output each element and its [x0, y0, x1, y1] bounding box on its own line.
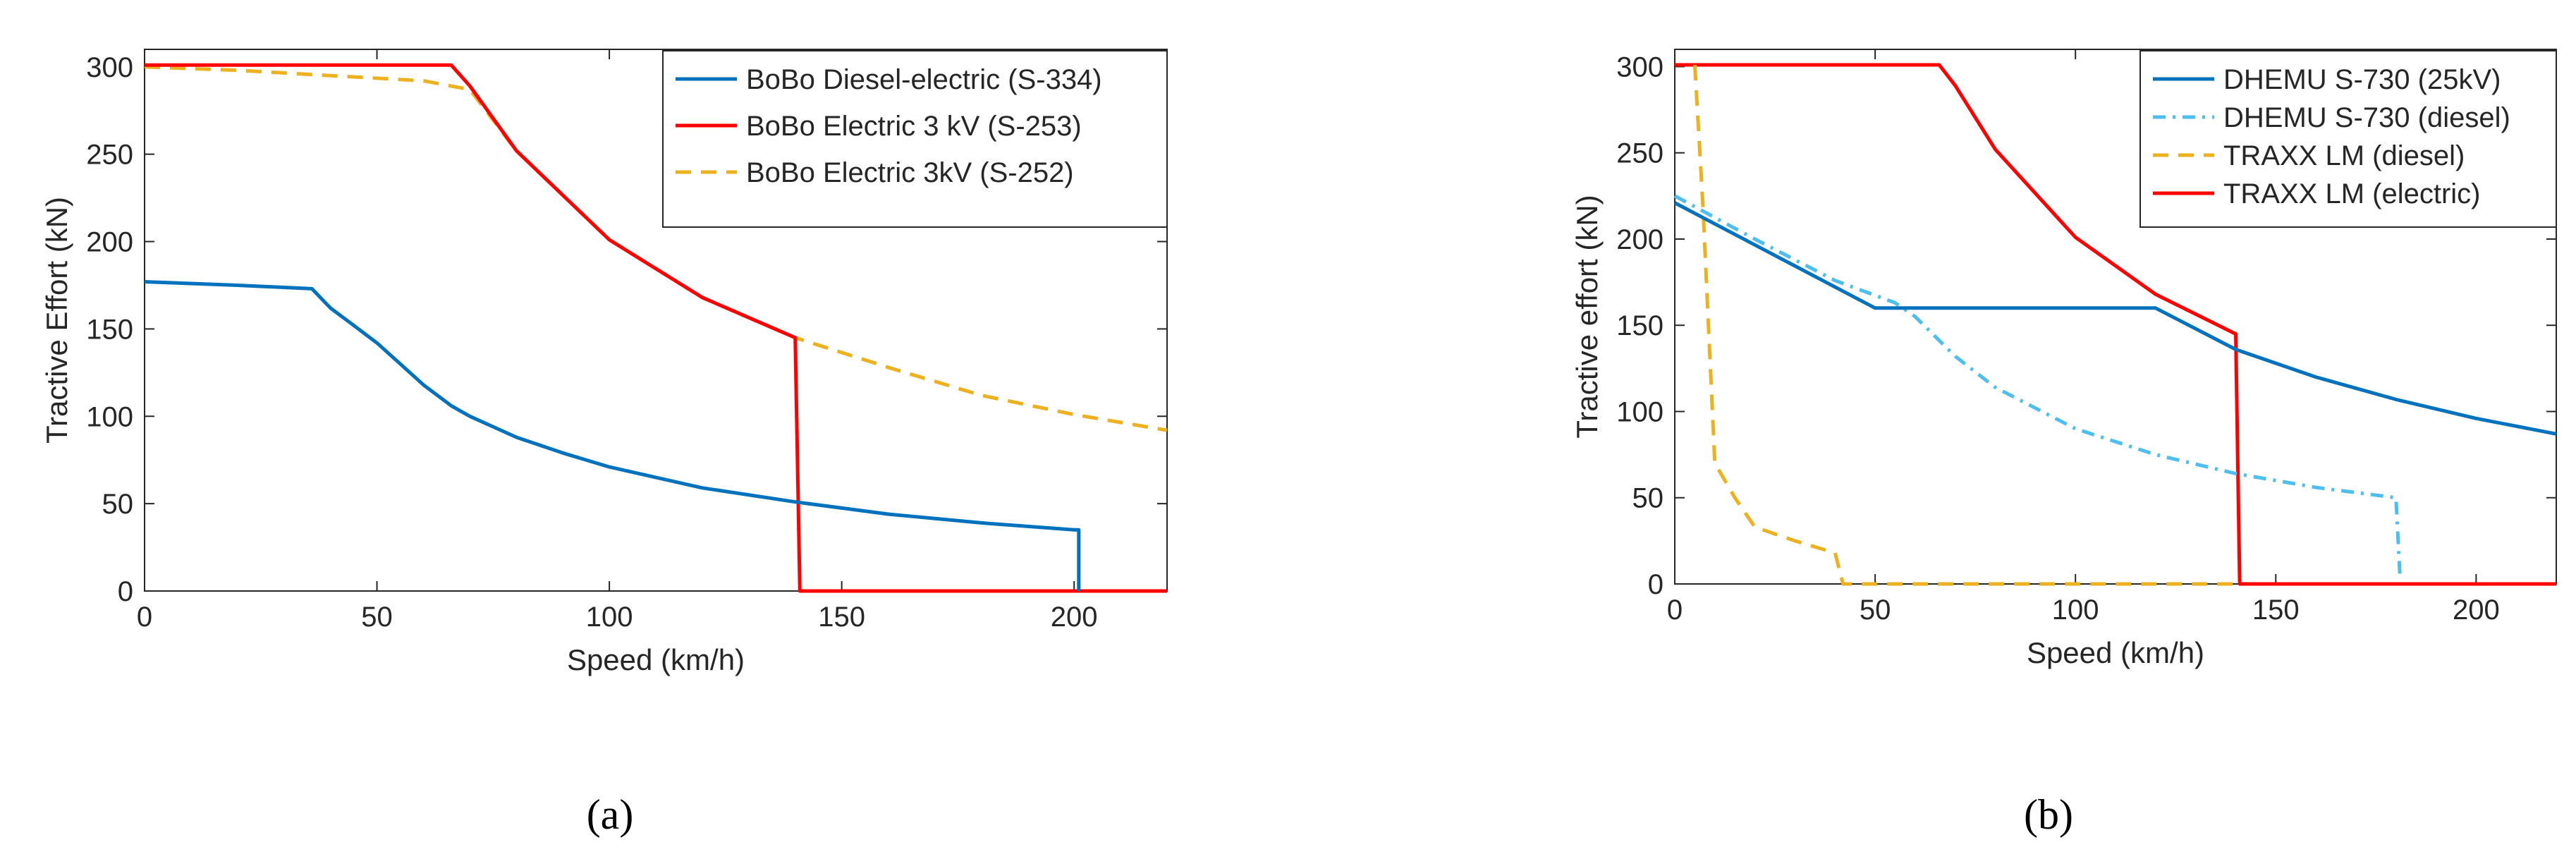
y-tick-label: 50: [1632, 483, 1664, 514]
y-tick-label: 200: [86, 227, 133, 258]
legend-a: BoBo Diesel-electric (S-334) BoBo Electri…: [662, 50, 1168, 228]
legend-label-dhemu-s-730-diesel: DHEMU S-730 (diesel): [2223, 102, 2510, 133]
legend-box: [662, 50, 1168, 228]
y-tick-label: 0: [118, 576, 133, 607]
series-group-a: [144, 63, 1168, 593]
legend-label-dhemu-s-730-25kv: DHEMU S-730 (25kV): [2223, 64, 2501, 95]
series-group-b: [1673, 63, 2557, 586]
y-tick-label: 300: [1616, 51, 1664, 83]
legend-b: DHEMU S-730 (25kV) DHEMU S-730 (diesel) TR…: [2139, 50, 2557, 228]
legend-label-bobo-electric-3kv-s-252: BoBo Electric 3kV (S-252): [746, 157, 1074, 188]
series-line-bobo-electric-3kv-s-252: [144, 65, 1168, 432]
series-line-bobo-electric-3-kv-s-253: [145, 63, 1167, 593]
y-tick-label: 100: [86, 401, 133, 432]
x-axis-label: Speed (km/h): [567, 643, 745, 676]
x-tick-label: 200: [1051, 602, 1098, 633]
x-tick-label: 50: [1860, 595, 1891, 626]
y-axis-label: Tractive Effort (kN): [40, 197, 73, 444]
x-tick-label: 50: [361, 602, 393, 633]
y-tick-label: 0: [1648, 569, 1664, 600]
y-tick-label: 150: [1616, 310, 1664, 341]
y-tick-label: 50: [102, 489, 134, 520]
y-tick-label: 150: [86, 314, 133, 345]
x-tick-label: 0: [137, 602, 152, 633]
y-tick-label: 200: [1616, 224, 1664, 255]
x-tick-label: 200: [2453, 595, 2500, 626]
legend-label-bobo-diesel-electric-s-334: BoBo Diesel-electric (S-334): [746, 64, 1102, 95]
x-tick-label: 100: [2052, 595, 2099, 626]
y-tick-label: 100: [1616, 396, 1664, 427]
panel-a-caption: (a): [587, 791, 634, 838]
x-tick-label: 0: [1667, 595, 1683, 626]
series-line-traxx-lm-electric: [1675, 63, 2556, 586]
series-line-bobo-diesel-electric-s-334: [144, 280, 1081, 591]
panel-a-chart: 0 50 100 150 200 0 50 100 150 200 250 300 Speed (km/…: [40, 49, 1168, 676]
y-tick-label: 250: [86, 140, 133, 171]
y-axis-label: Tractive effort (kN): [1570, 195, 1604, 438]
x-axis-label: Speed (km/h): [2027, 636, 2204, 669]
panel-b-caption: (b): [2024, 791, 2073, 838]
y-tick-label: 300: [86, 52, 133, 83]
legend-label-bobo-electric-3-kv-s-253: BoBo Electric 3 kV (S-253): [746, 111, 1082, 142]
y-tick-label: 250: [1616, 138, 1664, 169]
series-line-dhemu-s-730-25kv: [1673, 201, 2557, 436]
legend-label-traxx-lm-diesel: TRAXX LM (diesel): [2223, 140, 2465, 171]
legend-label-traxx-lm-electric: TRAXX LM (electric): [2223, 178, 2481, 209]
x-tick-label: 150: [2252, 595, 2300, 626]
series-line-dhemu-s-730-diesel: [1673, 194, 2402, 578]
x-tick-label: 100: [586, 602, 633, 633]
x-tick-label: 150: [818, 602, 865, 633]
panel-b-chart: 0 50 100 150 200 0 50 100 150 200 250 300 Speed (km/…: [1570, 49, 2557, 669]
